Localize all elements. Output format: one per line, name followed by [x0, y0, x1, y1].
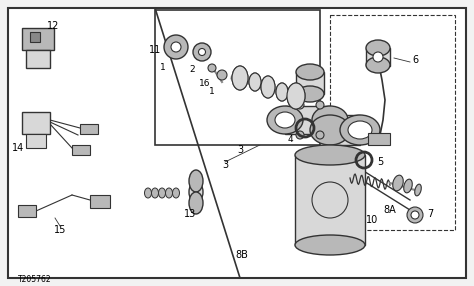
Circle shape [316, 131, 324, 139]
Text: 5: 5 [377, 157, 383, 167]
Bar [366, 48, 390, 66]
Ellipse shape [276, 83, 288, 101]
Circle shape [171, 42, 181, 52]
Ellipse shape [287, 83, 305, 109]
Text: 8B: 8B [236, 250, 248, 260]
Circle shape [316, 101, 324, 109]
Bar [18, 205, 36, 217]
Text: 3: 3 [222, 160, 228, 170]
Ellipse shape [152, 188, 158, 198]
Ellipse shape [366, 57, 390, 73]
Ellipse shape [295, 145, 365, 165]
Text: 2: 2 [189, 65, 195, 74]
Text: 8A: 8A [383, 205, 396, 215]
Text: 14: 14 [12, 143, 24, 153]
Ellipse shape [261, 76, 275, 98]
Text: 16: 16 [199, 78, 211, 88]
Circle shape [164, 35, 188, 59]
Ellipse shape [415, 184, 421, 196]
Bar [26, 50, 50, 68]
Ellipse shape [189, 192, 203, 214]
Text: 12: 12 [47, 21, 59, 31]
Ellipse shape [296, 64, 324, 80]
Ellipse shape [340, 115, 380, 145]
Bar [189, 181, 196, 203]
Ellipse shape [275, 112, 295, 128]
Bar [80, 124, 98, 134]
Bar [295, 155, 365, 245]
Ellipse shape [267, 106, 303, 134]
Bar [22, 112, 50, 134]
Circle shape [373, 52, 383, 62]
Ellipse shape [189, 181, 203, 203]
Text: 7: 7 [427, 209, 433, 219]
Text: 3: 3 [237, 145, 243, 155]
Ellipse shape [366, 40, 390, 56]
Bar [368, 133, 390, 145]
Circle shape [411, 211, 419, 219]
Ellipse shape [208, 64, 216, 72]
Circle shape [296, 131, 304, 139]
Ellipse shape [261, 76, 275, 98]
Circle shape [199, 49, 206, 55]
Bar [330, 115, 360, 145]
Ellipse shape [145, 188, 152, 198]
Text: 11: 11 [149, 45, 161, 55]
Ellipse shape [348, 121, 372, 139]
Bar [296, 72, 324, 94]
Text: T205762: T205762 [18, 275, 52, 285]
Ellipse shape [249, 73, 261, 91]
Circle shape [217, 70, 227, 80]
Bar [30, 32, 40, 42]
Ellipse shape [189, 170, 203, 192]
Text: 10: 10 [366, 215, 378, 225]
Circle shape [296, 101, 304, 109]
Bar [330, 15, 455, 230]
Text: 13: 13 [184, 209, 196, 219]
Ellipse shape [312, 106, 348, 134]
Ellipse shape [158, 188, 165, 198]
Ellipse shape [173, 188, 180, 198]
Bar [26, 134, 46, 148]
Ellipse shape [232, 66, 248, 90]
Bar [155, 10, 320, 145]
Bar [22, 28, 54, 50]
Ellipse shape [310, 115, 350, 145]
Ellipse shape [404, 179, 412, 193]
Text: 4: 4 [287, 136, 293, 144]
Circle shape [407, 207, 423, 223]
Text: 1: 1 [209, 86, 215, 96]
Ellipse shape [296, 86, 324, 102]
Ellipse shape [295, 235, 365, 255]
Ellipse shape [249, 73, 261, 91]
Bar [90, 195, 110, 208]
Text: 1: 1 [160, 63, 166, 72]
Ellipse shape [393, 175, 403, 191]
Text: 15: 15 [54, 225, 66, 235]
Circle shape [193, 43, 211, 61]
Ellipse shape [276, 83, 288, 101]
Bar [285, 106, 330, 134]
Bar [72, 145, 90, 155]
Text: 6: 6 [412, 55, 418, 65]
Ellipse shape [165, 188, 173, 198]
Ellipse shape [287, 83, 305, 109]
Ellipse shape [232, 66, 248, 90]
